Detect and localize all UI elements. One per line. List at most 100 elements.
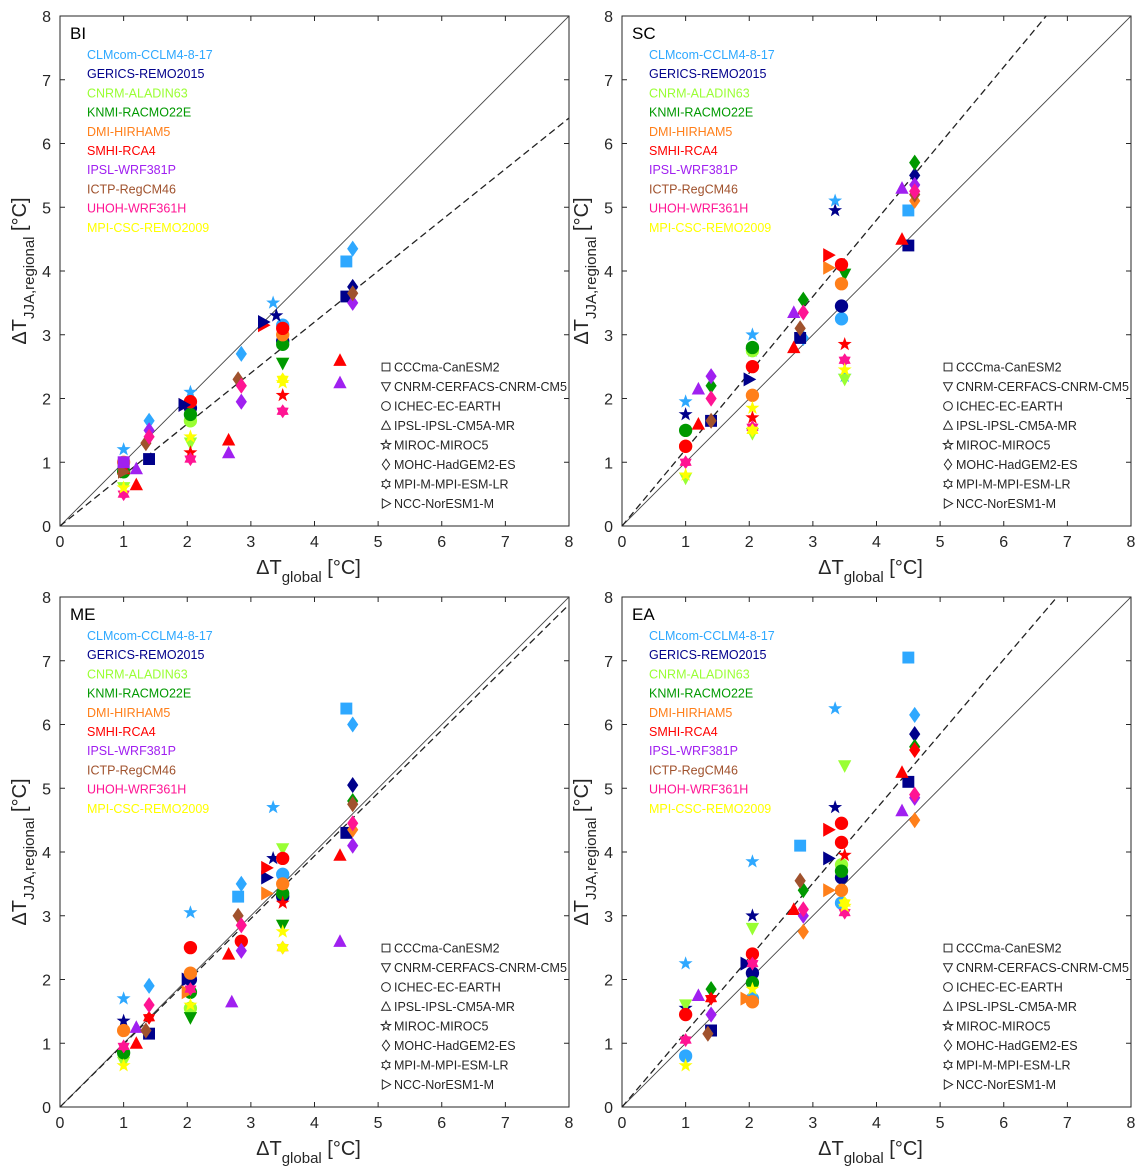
x-tick-label: 4 bbox=[310, 1115, 319, 1132]
fit-line bbox=[60, 604, 569, 1107]
fit-line bbox=[622, 597, 1058, 1107]
data-point-dm bbox=[823, 260, 836, 275]
x-tick-label: 2 bbox=[745, 1115, 754, 1132]
gcm-legend-item: NCC-NorESM1-M bbox=[956, 1078, 1056, 1092]
data-point-dm bbox=[823, 883, 836, 898]
data-point-ip bbox=[129, 461, 143, 475]
gcm-legend-item: MPI-M-MPI-ESM-LR bbox=[956, 1059, 1071, 1073]
y-tick-label: 4 bbox=[604, 845, 613, 862]
data-point-cl bbox=[678, 394, 693, 408]
x-tick-label: 6 bbox=[437, 534, 446, 551]
data-point-ip bbox=[691, 381, 705, 395]
data-point-ge bbox=[794, 332, 807, 344]
data-point-uh bbox=[705, 390, 717, 407]
data-point-ip bbox=[347, 294, 359, 311]
data-point-dm bbox=[261, 886, 274, 901]
x-tick-label: 6 bbox=[999, 534, 1008, 551]
gcm-legend-marker bbox=[381, 401, 391, 411]
data-point-kn bbox=[705, 981, 717, 998]
data-points bbox=[678, 154, 921, 486]
data-point-uh bbox=[143, 997, 155, 1013]
rcm-legend-item: UHOH-WRF361H bbox=[649, 783, 748, 797]
y-tick-label: 5 bbox=[42, 200, 51, 217]
x-tick-label: 3 bbox=[246, 1115, 255, 1132]
data-point-cl bbox=[266, 800, 281, 814]
data-point-dm bbox=[116, 1023, 131, 1038]
data-point-sm bbox=[895, 765, 909, 778]
x-tick-label: 4 bbox=[310, 534, 319, 551]
data-point-cl bbox=[266, 295, 281, 309]
data-point-ic bbox=[794, 320, 806, 337]
rcm-legend-item: UHOH-WRF361H bbox=[87, 202, 186, 216]
data-point-ge bbox=[834, 299, 849, 313]
data-point-uh bbox=[838, 353, 851, 368]
data-point-sm bbox=[276, 321, 290, 336]
data-point-cl bbox=[340, 255, 353, 268]
gcm-legend-marker bbox=[381, 1059, 391, 1071]
x-tick-label: 7 bbox=[501, 1115, 510, 1132]
gcm-legend-item: CCCma-CanESM2 bbox=[956, 361, 1062, 375]
gcm-legend-marker bbox=[943, 498, 954, 509]
y-tick-label: 8 bbox=[42, 9, 51, 26]
data-point-sm bbox=[834, 816, 849, 830]
gcm-legend-item: MPI-M-MPI-ESM-LR bbox=[394, 478, 509, 492]
x-axis-label: ΔTglobal [°C] bbox=[818, 1138, 923, 1167]
y-tick-label: 1 bbox=[42, 1036, 51, 1053]
gcm-legend-item: ICHEC-EC-EARTH bbox=[956, 400, 1063, 414]
data-point-sm bbox=[275, 388, 290, 402]
rcm-legend-item: DMI-HIRHAM5 bbox=[87, 706, 170, 720]
data-point-cl bbox=[678, 1049, 693, 1063]
rcm-legend-item: SMHI-RCA4 bbox=[87, 725, 156, 739]
data-point-uh bbox=[235, 377, 247, 394]
data-point-cl bbox=[745, 327, 760, 341]
gcm-legend-item: NCC-NorESM1-M bbox=[956, 497, 1056, 511]
x-tick-label: 2 bbox=[745, 534, 754, 551]
y-tick-label: 7 bbox=[42, 654, 51, 671]
data-point-uh bbox=[143, 428, 155, 445]
y-tick-label: 2 bbox=[604, 973, 613, 990]
data-point-ge bbox=[347, 777, 359, 794]
rcm-legend-item: IPSL-WRF381P bbox=[87, 744, 176, 758]
data-point-cl bbox=[143, 977, 155, 994]
rcm-legend-item: CNRM-ALADIN63 bbox=[87, 86, 188, 100]
gcm-legend-marker bbox=[381, 1039, 391, 1052]
rcm-legend-item: MPI-CSC-REMO2009 bbox=[87, 221, 209, 235]
data-point-mp bbox=[276, 372, 289, 387]
y-tick-label: 5 bbox=[604, 200, 613, 217]
data-point-ip bbox=[705, 368, 717, 385]
data-point-sm bbox=[222, 432, 236, 446]
data-point-sm bbox=[275, 895, 290, 909]
data-point-kn bbox=[183, 1012, 198, 1025]
gcm-legend-item: NCC-NorESM1-M bbox=[394, 497, 494, 511]
x-tick-label: 8 bbox=[565, 534, 574, 551]
one-to-one-line bbox=[622, 597, 1131, 1107]
data-point-cl bbox=[116, 442, 131, 456]
reference-lines bbox=[622, 597, 1131, 1107]
data-point-cl bbox=[276, 867, 290, 881]
data-points bbox=[116, 702, 359, 1072]
rcm-legend-item: GERICS-REMO2015 bbox=[649, 648, 766, 662]
gcm-legend-marker bbox=[943, 401, 953, 411]
data-point-sm bbox=[787, 340, 801, 354]
data-points bbox=[678, 651, 921, 1072]
data-point-sm bbox=[678, 439, 693, 453]
data-point-dm bbox=[745, 388, 760, 402]
gcm-legend-item: CNRM-CERFACS-CNRM-CM5 bbox=[394, 961, 567, 975]
data-point-mp bbox=[678, 1058, 693, 1072]
x-tick-label: 8 bbox=[1127, 534, 1136, 551]
rcm-legend-item: IPSL-WRF381P bbox=[87, 163, 176, 177]
rcm-legend-item: KNMI-RACMO22E bbox=[87, 106, 191, 120]
rcm-legend-item: DMI-HIRHAM5 bbox=[87, 125, 170, 139]
y-tick-label: 8 bbox=[604, 9, 613, 26]
data-point-ip bbox=[225, 994, 239, 1008]
data-point-sm bbox=[895, 232, 909, 245]
data-point-uh bbox=[679, 455, 692, 470]
data-point-kn bbox=[276, 357, 290, 371]
data-point-ge bbox=[745, 966, 760, 980]
y-tick-label: 2 bbox=[604, 392, 613, 409]
data-point-mp bbox=[746, 423, 759, 438]
data-point-mp bbox=[183, 429, 198, 443]
data-point-sm bbox=[834, 257, 849, 272]
